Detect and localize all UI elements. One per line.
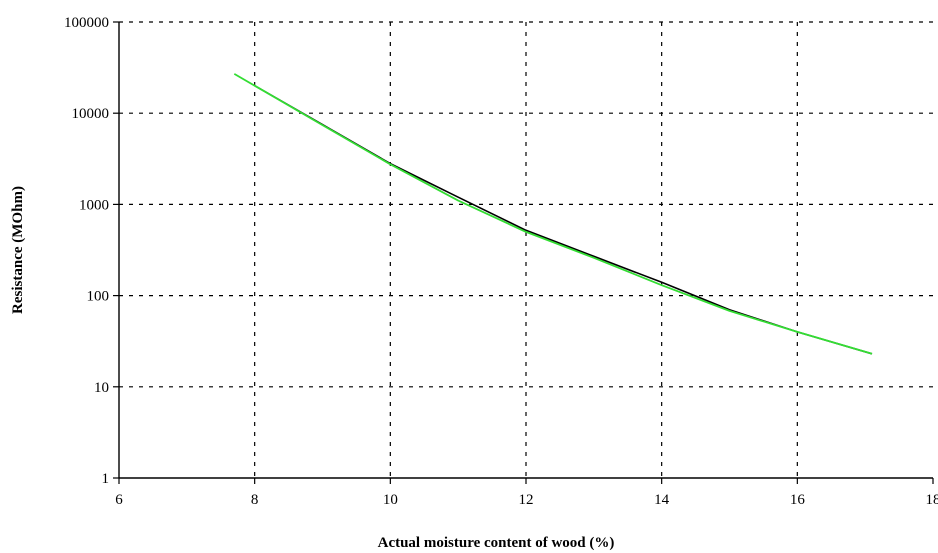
- y-tick-label: 10: [94, 380, 109, 396]
- x-tick-label: 16: [790, 492, 806, 508]
- plot-frame: [118, 22, 933, 479]
- x-axis-title: Actual moisture content of wood (%): [378, 535, 615, 551]
- series-group: [233, 73, 873, 355]
- x-tick-label: 10: [383, 492, 398, 508]
- y-tick-label: 1: [102, 471, 110, 487]
- x-tick-label: 12: [519, 492, 534, 508]
- y-axis: 1 10 100 1000 10000 100000: [64, 15, 119, 487]
- y-tick-label: 100: [87, 289, 110, 305]
- y-tick-label: 10000: [72, 106, 110, 122]
- series-line-1: [254, 85, 873, 355]
- y-tick-label: 100000: [64, 15, 109, 31]
- x-tick-label: 14: [654, 492, 670, 508]
- x-tick-label: 6: [115, 492, 123, 508]
- y-axis-title: Resistance (MOhm): [10, 186, 26, 314]
- gridlines: [119, 21, 933, 478]
- x-axis: 6 8 10 12 14 16 18: [115, 478, 938, 508]
- x-tick-label: 8: [251, 492, 259, 508]
- y-tick-label: 1000: [79, 197, 109, 213]
- series-line-2: [233, 73, 873, 355]
- x-tick-label: 18: [926, 492, 938, 508]
